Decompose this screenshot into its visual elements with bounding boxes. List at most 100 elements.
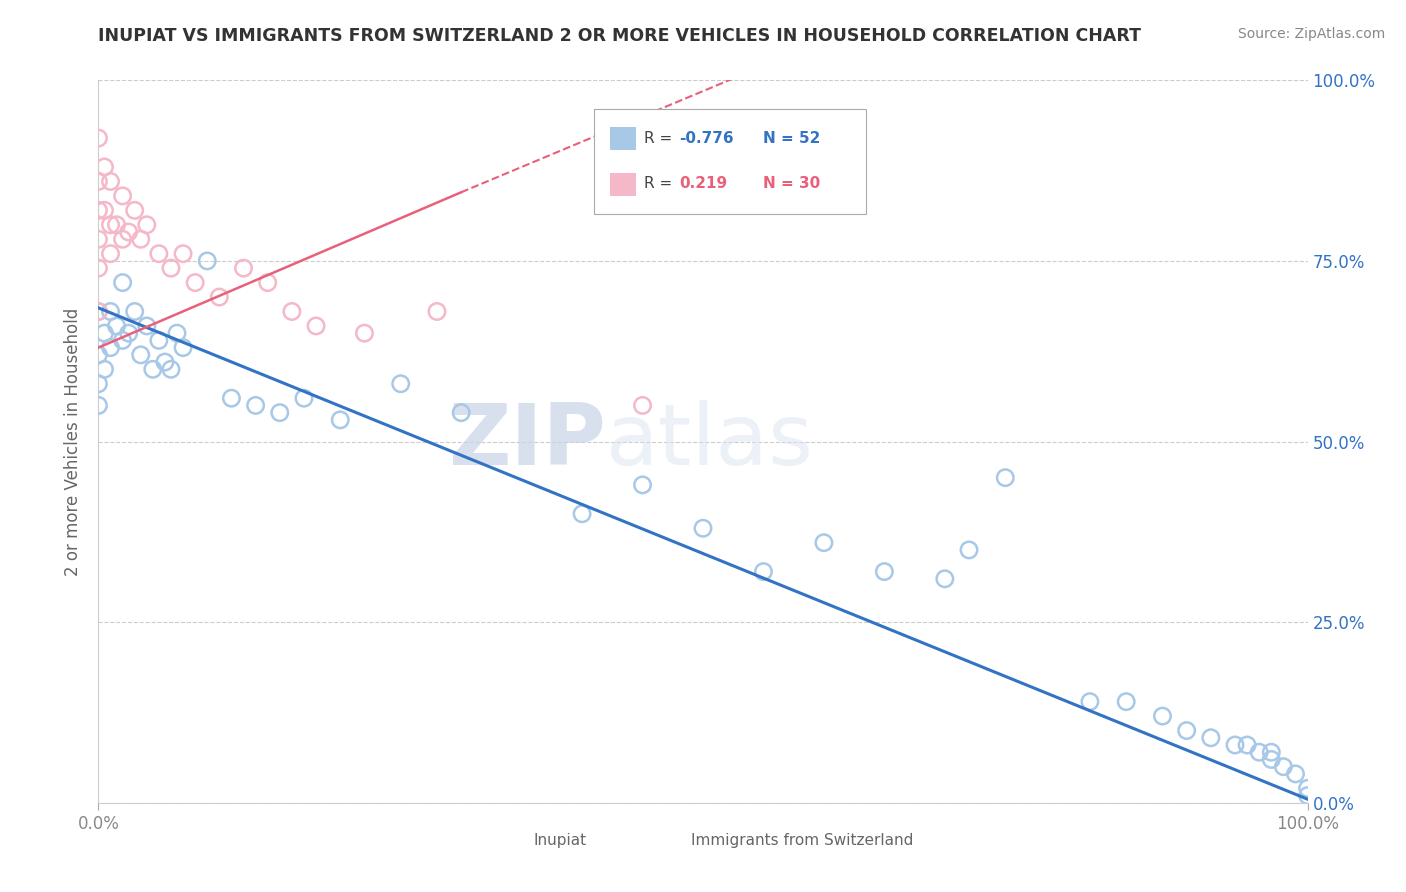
- Point: [813, 535, 835, 549]
- Point: [292, 391, 315, 405]
- Point: [195, 253, 218, 268]
- Point: [87, 174, 110, 188]
- Point: [166, 326, 188, 340]
- Point: [129, 348, 152, 362]
- Point: [184, 276, 207, 290]
- Point: [148, 334, 170, 348]
- Text: R =: R =: [644, 176, 676, 191]
- Point: [1175, 723, 1198, 738]
- Text: R =: R =: [644, 131, 676, 146]
- Point: [87, 348, 110, 362]
- Point: [142, 362, 165, 376]
- Text: ZIP: ZIP: [449, 400, 606, 483]
- Point: [100, 174, 122, 188]
- Point: [160, 261, 183, 276]
- Point: [93, 326, 115, 340]
- Point: [87, 304, 110, 318]
- Point: [631, 398, 654, 412]
- Point: [93, 160, 115, 174]
- Point: [1115, 695, 1137, 709]
- Text: Immigrants from Switzerland: Immigrants from Switzerland: [690, 833, 914, 848]
- Point: [208, 290, 231, 304]
- Point: [100, 341, 122, 355]
- Point: [1199, 731, 1222, 745]
- Point: [994, 470, 1017, 484]
- Point: [87, 131, 110, 145]
- Point: [571, 507, 593, 521]
- Point: [305, 318, 328, 333]
- Text: 0.219: 0.219: [679, 176, 727, 191]
- Text: N = 52: N = 52: [763, 131, 821, 146]
- Y-axis label: 2 or more Vehicles in Household: 2 or more Vehicles in Household: [65, 308, 83, 575]
- Point: [353, 326, 375, 340]
- Point: [1078, 695, 1101, 709]
- Point: [111, 232, 134, 246]
- Point: [93, 203, 115, 218]
- Point: [256, 276, 278, 290]
- Point: [1296, 789, 1319, 803]
- Point: [124, 203, 146, 218]
- Point: [1272, 760, 1295, 774]
- Point: [269, 406, 291, 420]
- Point: [118, 225, 141, 239]
- Point: [1296, 781, 1319, 796]
- Point: [153, 355, 176, 369]
- Point: [87, 203, 110, 218]
- Bar: [610, 173, 637, 196]
- Point: [160, 362, 183, 376]
- Point: [111, 189, 134, 203]
- Bar: [655, 830, 682, 850]
- Point: [135, 218, 157, 232]
- Point: [105, 318, 128, 333]
- Point: [87, 398, 110, 412]
- Text: -0.776: -0.776: [679, 131, 734, 146]
- Point: [934, 572, 956, 586]
- Point: [426, 304, 449, 318]
- Point: [1260, 752, 1282, 766]
- Point: [124, 304, 146, 318]
- Bar: [498, 830, 524, 850]
- Point: [957, 542, 980, 557]
- Point: [631, 478, 654, 492]
- Point: [232, 261, 254, 276]
- Bar: [610, 128, 637, 151]
- Point: [1152, 709, 1174, 723]
- Point: [105, 218, 128, 232]
- Point: [118, 326, 141, 340]
- Point: [1284, 767, 1306, 781]
- Point: [281, 304, 304, 318]
- Point: [100, 218, 122, 232]
- Point: [389, 376, 412, 391]
- Text: N = 30: N = 30: [763, 176, 821, 191]
- Point: [129, 232, 152, 246]
- Point: [245, 398, 267, 412]
- Text: INUPIAT VS IMMIGRANTS FROM SWITZERLAND 2 OR MORE VEHICLES IN HOUSEHOLD CORRELATI: INUPIAT VS IMMIGRANTS FROM SWITZERLAND 2…: [98, 27, 1142, 45]
- Text: Inupiat: Inupiat: [534, 833, 586, 848]
- Point: [329, 413, 352, 427]
- Point: [1260, 745, 1282, 759]
- Point: [450, 406, 472, 420]
- Point: [87, 261, 110, 276]
- Text: Source: ZipAtlas.com: Source: ZipAtlas.com: [1237, 27, 1385, 41]
- Point: [135, 318, 157, 333]
- Point: [111, 334, 134, 348]
- Point: [692, 521, 714, 535]
- Point: [1236, 738, 1258, 752]
- FancyBboxPatch shape: [595, 109, 866, 214]
- Point: [87, 232, 110, 246]
- Point: [752, 565, 775, 579]
- Point: [1249, 745, 1271, 759]
- Point: [87, 376, 110, 391]
- Point: [93, 362, 115, 376]
- Point: [172, 246, 194, 260]
- Point: [873, 565, 896, 579]
- Text: atlas: atlas: [606, 400, 814, 483]
- Point: [111, 276, 134, 290]
- Point: [148, 246, 170, 260]
- Point: [1223, 738, 1246, 752]
- Point: [172, 341, 194, 355]
- Point: [221, 391, 243, 405]
- Point: [100, 304, 122, 318]
- Point: [100, 246, 122, 260]
- Point: [87, 304, 110, 318]
